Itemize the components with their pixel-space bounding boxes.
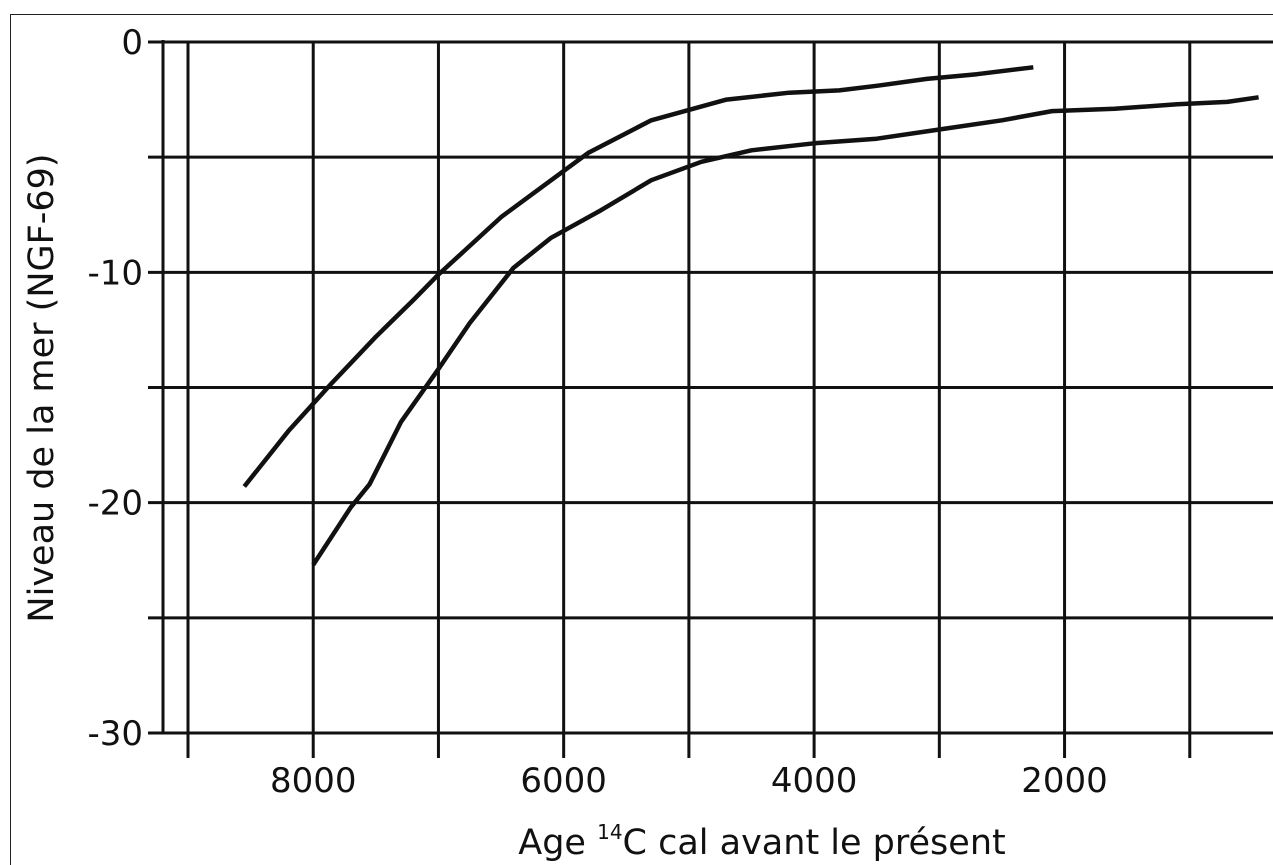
axes <box>161 40 1273 735</box>
series-line-2 <box>311 95 1259 567</box>
series-line-1 <box>242 65 1034 488</box>
x-axis-title-prefix: Age <box>518 823 597 863</box>
y-tick-label-neg10: -10 <box>87 253 143 293</box>
x-axis-title-superscript: 14 <box>597 820 622 844</box>
y-tick-label-neg20: -20 <box>87 484 143 524</box>
outer-border <box>10 14 1273 865</box>
series-lines <box>242 65 1259 567</box>
tick-labels: 800060004000200000-10-20-30 <box>87 23 1108 801</box>
x-axis-title-suffix: C cal avant le présent <box>623 823 1006 863</box>
x-tick-label-4000: 4000 <box>771 761 858 801</box>
x-tick-label-6000: 6000 <box>520 761 607 801</box>
x-tick-label-2000: 2000 <box>1021 761 1108 801</box>
y-tick-label-neg30: -30 <box>87 714 143 754</box>
y-axis-title: Niveau de la mer (NGF-69) <box>22 153 62 622</box>
x-tick-label-8000: 8000 <box>270 761 357 801</box>
y-tick-label-0: 0 <box>121 23 143 63</box>
x-axis-title: Age 14C cal avant le présent <box>518 820 1005 863</box>
